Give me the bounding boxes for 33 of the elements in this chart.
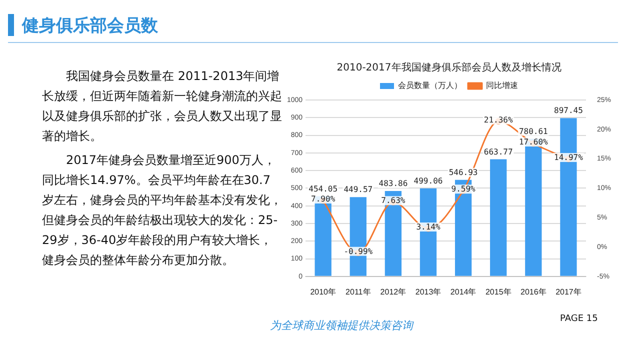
data-label: 17.60%	[518, 138, 548, 147]
data-label: 14.97%	[554, 153, 584, 162]
data-label: 897.45	[554, 106, 584, 116]
text: 2017年健身会员数量增至近900万人，同比增长14.97%。会员平均年龄在在30.7岁左右，健身会员的平均年龄基本没有发化，但健身会员的年龄结极出现较大的发化：25-29岁，36-40岁年龄段的用户有较大增长，健身会员的整体年龄分布更加分散。	[42, 152, 282, 269]
data-label: -0.99%	[344, 246, 373, 256]
data-label: 483.86	[378, 179, 408, 188]
data-label: 546.93	[448, 168, 478, 177]
data-label: 3.14%	[416, 222, 440, 232]
data-label: 7.63%	[381, 196, 406, 206]
x-tick-label: 2016年	[520, 287, 546, 296]
data-label: 449.57	[344, 185, 373, 194]
legend-label: 同比增速	[486, 81, 518, 90]
x-tick-label: 2010年	[310, 287, 336, 296]
data-label: 21.36%	[484, 115, 513, 124]
legend-label: 会员数量（万人）	[398, 81, 462, 90]
x-tick-label: 2012年	[380, 287, 406, 296]
bar	[490, 159, 507, 276]
x-tick-label: 2015年	[485, 287, 512, 296]
data-label: 780.61	[518, 126, 548, 136]
text: 我国健身会员数量在 2011-2013年间增长放缓，但近两年随着新一轮健身潮流的兴起以及健身俱乐部的扩张，会员人数又出现了显著的增长。	[42, 68, 282, 145]
x-tick-label: 2014年	[450, 287, 476, 296]
text: PAGE 15	[560, 314, 598, 324]
data-label: 9.59%	[451, 184, 476, 194]
text: 健身俱乐部会员数	[22, 15, 158, 37]
x-tick-label: 2013年	[415, 287, 442, 296]
data-label: 454.05	[308, 184, 338, 194]
data-label: 663.77	[484, 147, 513, 156]
chart-subtitle: 2010-2017年我国健身俱乐部会员人数及增长情况	[336, 62, 562, 74]
data-label: 7.90%	[311, 194, 336, 204]
x-tick-label: 2017年	[556, 287, 582, 296]
data-label: 499.06	[414, 176, 443, 186]
text: 为全球商业领袖提供决策咨询	[270, 318, 413, 333]
x-tick-label: 2011年	[346, 287, 371, 296]
